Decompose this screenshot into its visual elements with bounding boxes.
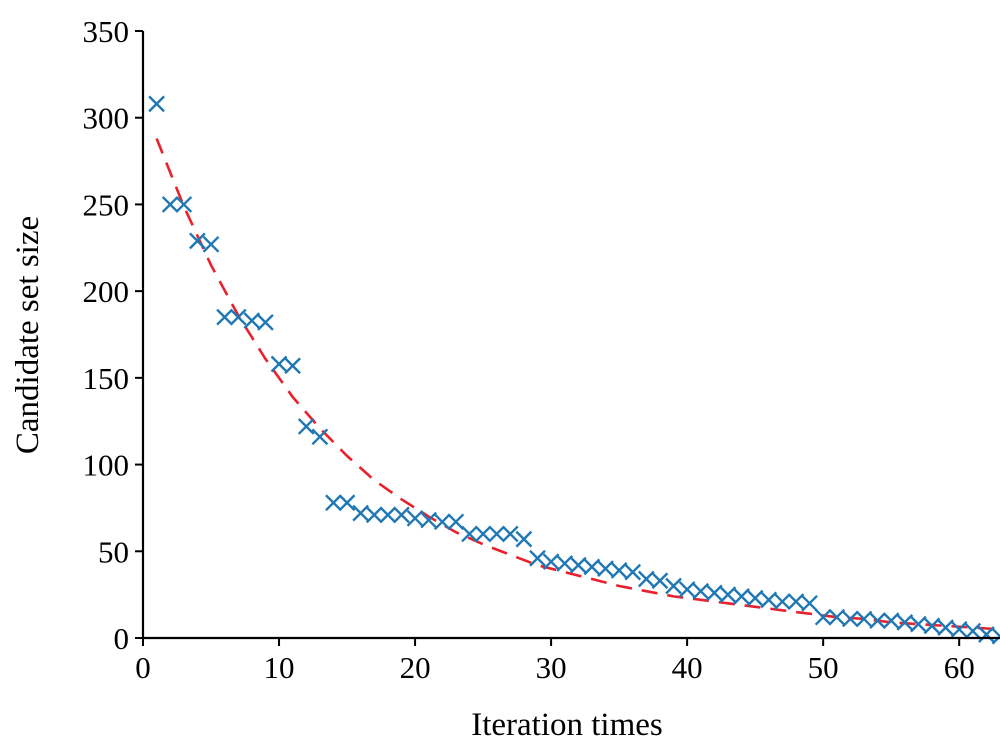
data-point (733, 588, 750, 605)
data-point (583, 558, 601, 576)
data-point (678, 581, 696, 598)
data-point (284, 357, 301, 375)
data-point (556, 555, 574, 572)
data-point (910, 615, 927, 633)
data-point (311, 428, 329, 446)
data-point (950, 620, 968, 638)
data-point (488, 525, 506, 543)
data-point (325, 494, 342, 512)
data-point (746, 589, 764, 607)
data-point (624, 563, 642, 581)
data-point (937, 619, 954, 636)
data-point (420, 511, 438, 529)
data-point (393, 506, 410, 524)
data-point (365, 506, 383, 524)
data-point (406, 509, 424, 527)
data-point (161, 196, 179, 213)
data-point (270, 355, 288, 373)
data-point (597, 560, 614, 577)
data-point (610, 562, 628, 579)
data-point (651, 572, 669, 590)
data-point (787, 593, 805, 610)
data-point (461, 525, 478, 543)
data-point (991, 627, 1000, 645)
data-point (433, 513, 451, 531)
y-tick-label: 200 (83, 274, 130, 309)
data-point (243, 312, 261, 329)
data-point (447, 513, 465, 531)
data-point (542, 553, 560, 571)
data-point (297, 418, 315, 435)
y-tick-label: 100 (83, 448, 130, 483)
data-point (978, 626, 995, 643)
x-tick-label: 0 (135, 650, 151, 685)
data-point (175, 196, 193, 213)
data-point (855, 610, 873, 628)
data-point (719, 586, 737, 603)
fit-line-layer (155, 138, 1000, 631)
x-tick-label: 30 (536, 650, 567, 685)
marker-layer (148, 95, 1000, 645)
data-point (569, 556, 587, 574)
data-point (964, 622, 982, 640)
data-point (842, 610, 859, 628)
data-point (692, 582, 710, 600)
data-point (529, 549, 546, 567)
x-axis-title: Iteration times (471, 707, 663, 743)
data-point (501, 525, 519, 543)
data-point (229, 308, 247, 326)
data-point (338, 494, 356, 512)
x-tick-label: 50 (808, 650, 839, 685)
data-point (637, 570, 655, 588)
data-point (474, 525, 492, 543)
data-point (760, 591, 778, 609)
data-point (189, 232, 206, 250)
data-point (828, 608, 846, 626)
data-point (665, 577, 682, 595)
data-point (216, 308, 233, 326)
x-tick-label: 20 (400, 650, 431, 685)
data-point (923, 617, 941, 635)
y-tick-label: 300 (83, 101, 130, 136)
data-point (148, 95, 165, 113)
y-tick-label: 350 (83, 14, 130, 49)
x-tick-label: 10 (264, 650, 295, 685)
data-point (774, 593, 791, 610)
data-point (257, 314, 274, 331)
y-tick-label: 0 (114, 621, 130, 656)
data-point (801, 594, 818, 612)
y-tick-label: 150 (83, 361, 130, 396)
data-point (896, 614, 914, 631)
data-point (352, 504, 369, 522)
data-point (882, 612, 900, 630)
y-axis-title: Candidate set size (10, 216, 46, 454)
data-point (705, 584, 723, 602)
data-point (515, 530, 533, 548)
y-tick-label: 50 (98, 534, 129, 569)
data-point (379, 506, 397, 524)
data-point (869, 612, 886, 630)
ticks-layer: 0 10 20 30 40 50 60 0 50 100 150 200 250 300 350 (83, 14, 975, 685)
y-tick-label: 250 (83, 187, 130, 222)
x-tick-label: 40 (672, 650, 703, 685)
data-point (202, 235, 220, 253)
data-point (814, 608, 832, 626)
x-tick-label: 60 (944, 650, 975, 685)
fit-curve (155, 138, 1000, 631)
